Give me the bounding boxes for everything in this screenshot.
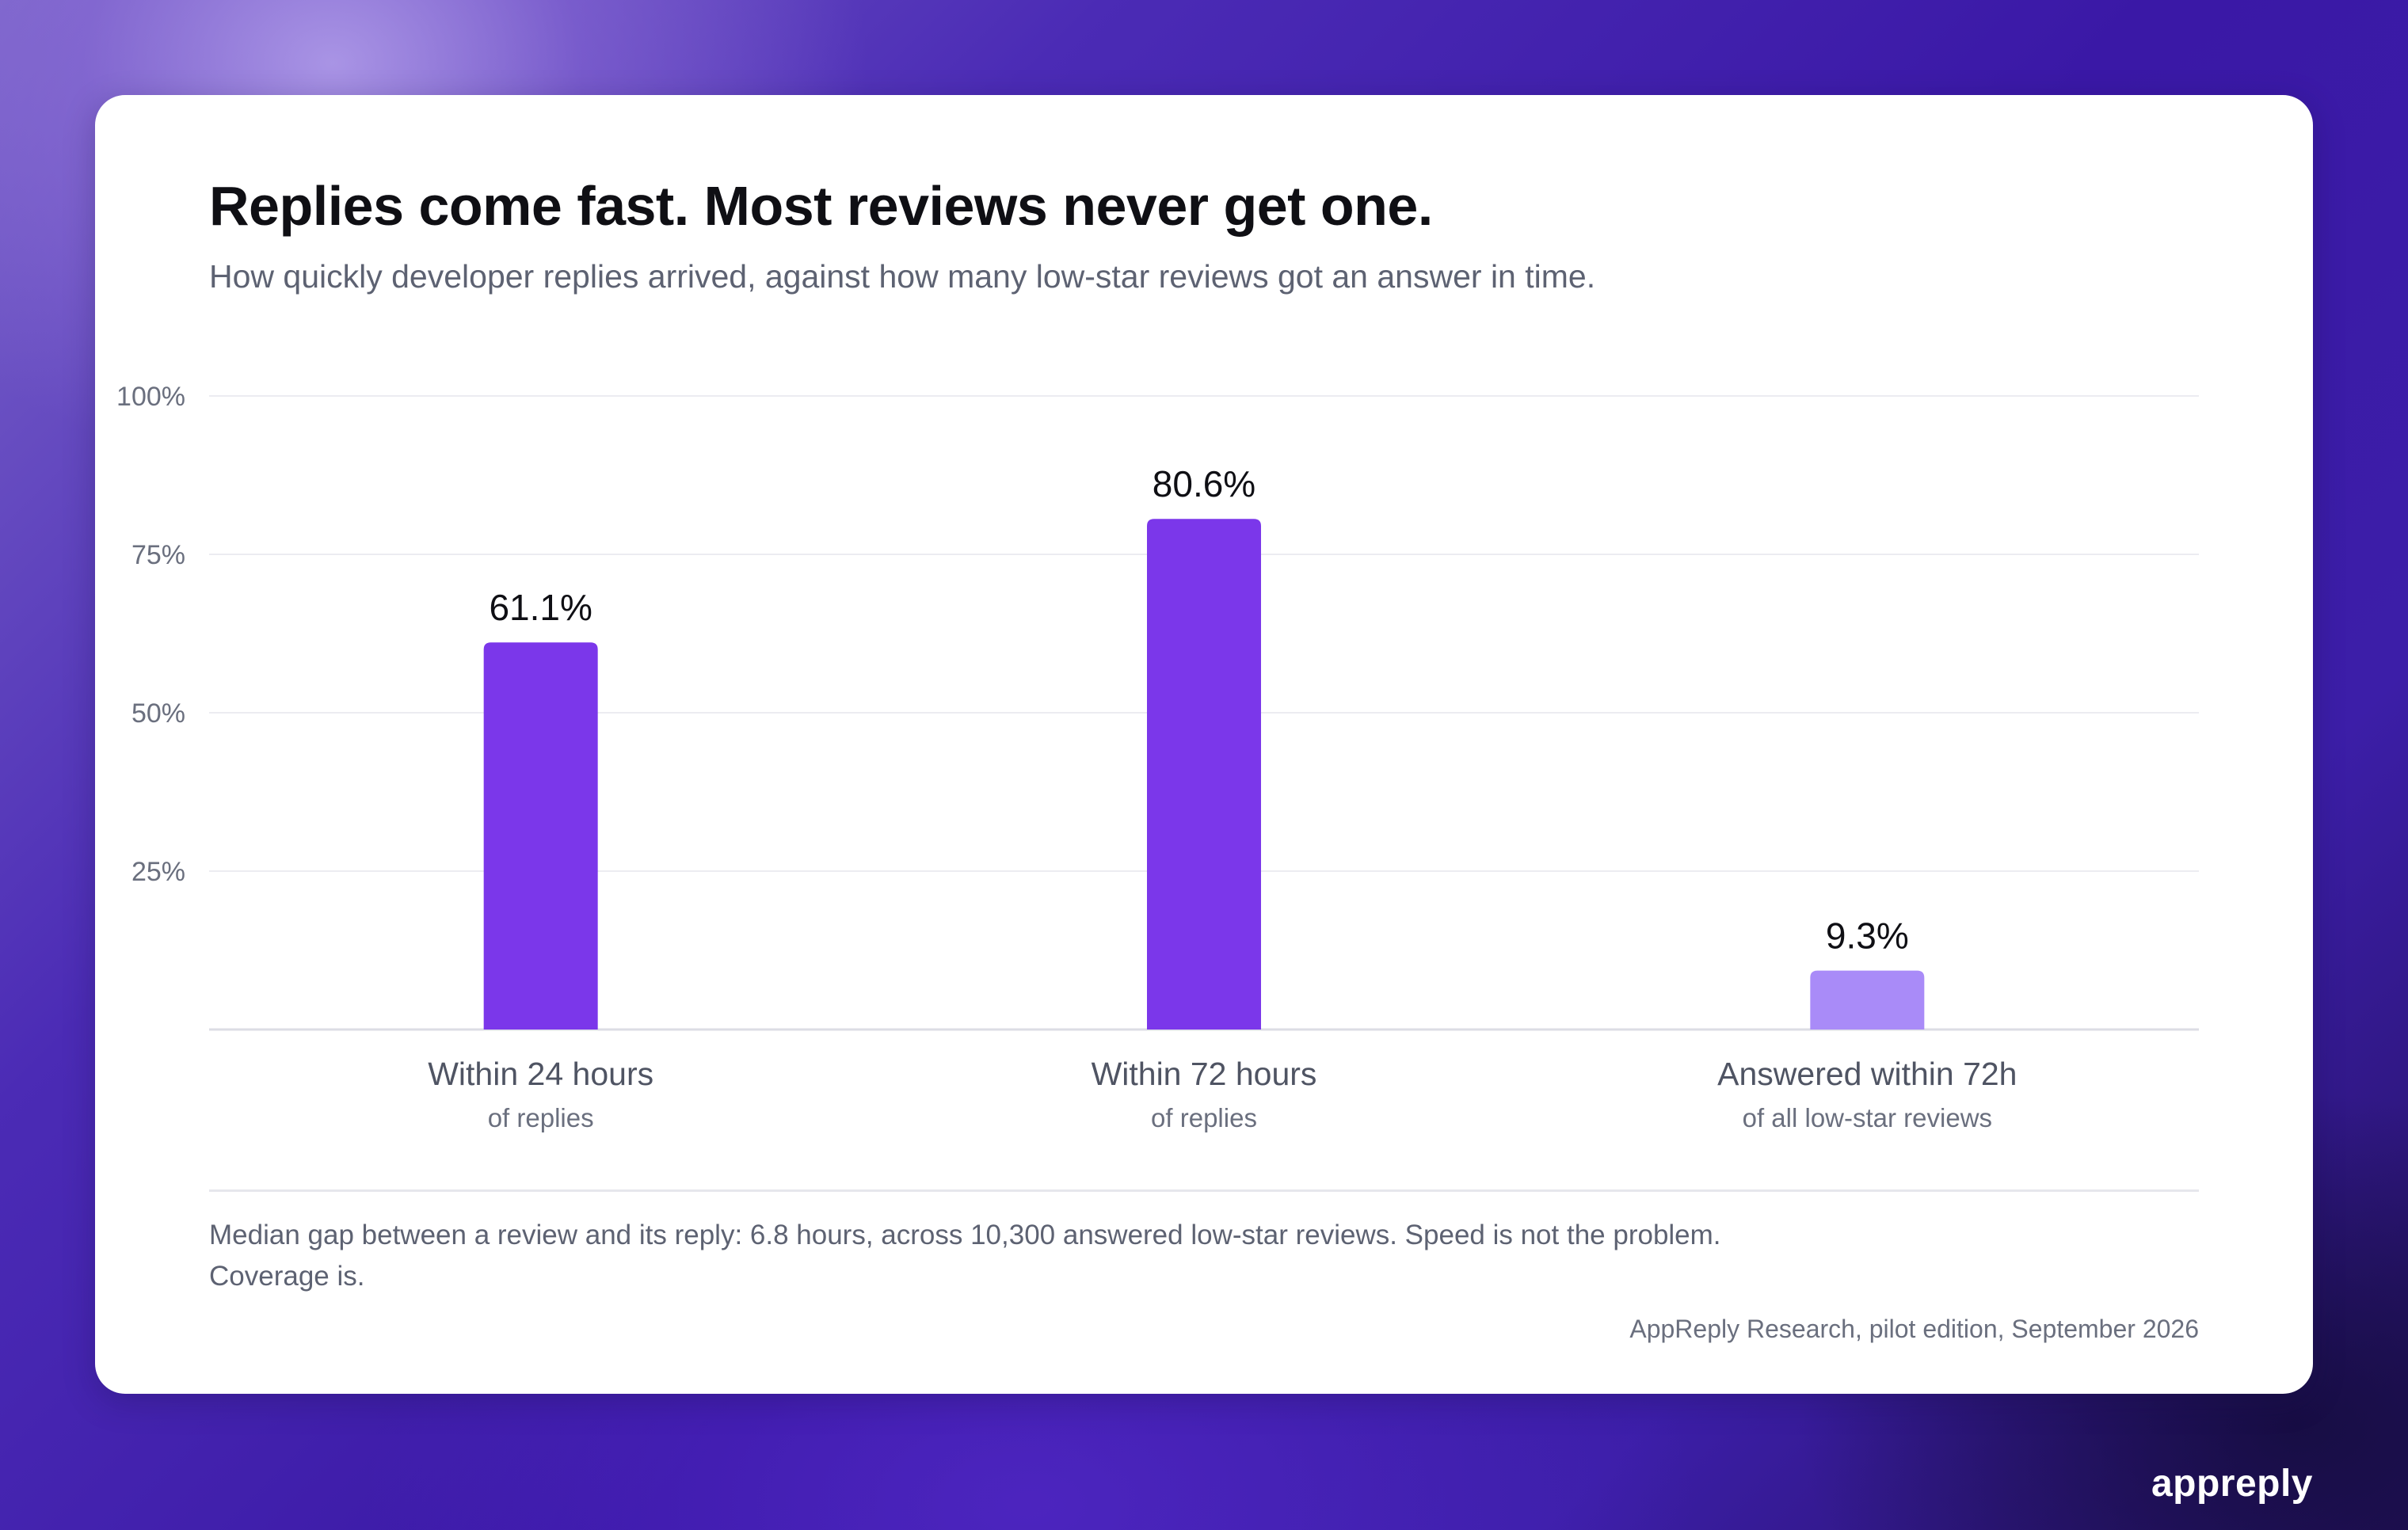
x-category-label: Within 72 hours — [1092, 1056, 1317, 1092]
x-category-sublabel: of replies — [488, 1103, 594, 1132]
x-category-sublabel: of replies — [1151, 1103, 1257, 1132]
x-category-label: Answered within 72h — [1717, 1056, 2017, 1092]
footer-divider — [209, 1189, 2199, 1192]
y-tick-label: 100% — [116, 382, 185, 412]
chart-subtitle: How quickly developer replies arrived, a… — [209, 258, 1596, 295]
x-category-label: Within 24 hours — [428, 1056, 653, 1092]
bar-value-label: 61.1% — [489, 587, 592, 628]
y-tick-label: 25% — [131, 857, 185, 887]
bar-value-label: 9.3% — [1826, 915, 1909, 957]
chart-source: AppReply Research, pilot edition, Septem… — [1629, 1315, 2199, 1343]
y-tick-label: 75% — [131, 540, 185, 570]
chart-title: Replies come fast. Most reviews never ge… — [209, 175, 1433, 237]
x-category-sublabel: of all low-star reviews — [1743, 1103, 1992, 1132]
brand-logo: appreply — [2151, 1463, 2313, 1505]
bar — [483, 642, 598, 1030]
chart-note: Median gap between a review and its repl… — [209, 1220, 1721, 1292]
chart-card: Replies come fast. Most reviews never ge… — [95, 95, 2313, 1394]
bar-value-label: 80.6% — [1153, 463, 1255, 504]
bar — [1147, 519, 1261, 1030]
y-tick-label: 50% — [131, 698, 185, 729]
bar-chart: 25% 50% 75% 100% 61.1% Within 24 hours of repl… — [116, 382, 2199, 1132]
bar — [1810, 970, 1925, 1030]
